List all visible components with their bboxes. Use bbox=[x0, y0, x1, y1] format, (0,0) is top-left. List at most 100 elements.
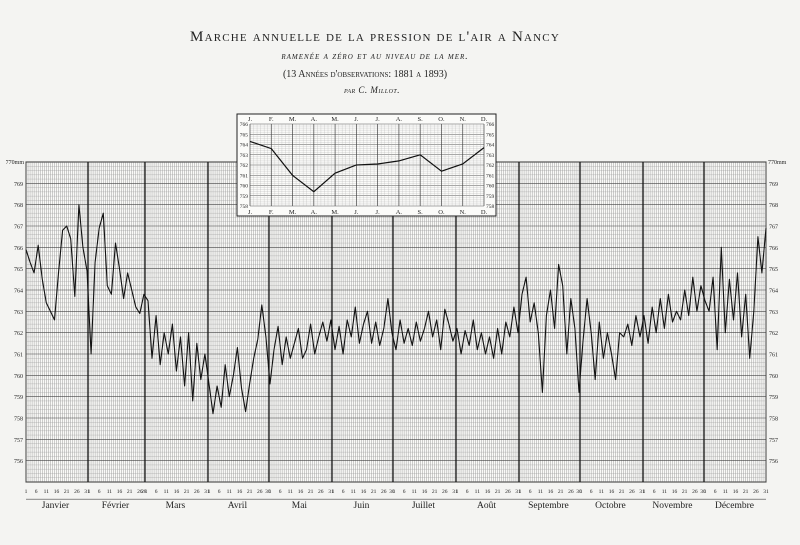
inset-month-label-top: O. bbox=[438, 116, 445, 123]
x-month-label: Mai bbox=[292, 501, 308, 511]
inset-month-label-bottom: J. bbox=[248, 209, 253, 216]
x-day-tick-label: 21 bbox=[308, 489, 314, 495]
inset-y-tick-right: 758 bbox=[486, 204, 495, 210]
inset-month-label-bottom: M. bbox=[331, 209, 339, 216]
x-day-tick-label: 1 bbox=[456, 489, 459, 495]
y-tick-label-left: 765 bbox=[14, 267, 23, 273]
inset-month-label-bottom: J. bbox=[354, 209, 359, 216]
inset-month-label-top: J. bbox=[248, 116, 253, 123]
y-tick-label-left: 769 bbox=[14, 182, 23, 188]
x-day-tick-label: 21 bbox=[558, 489, 564, 495]
x-day-tick-label: 11 bbox=[227, 489, 233, 495]
x-day-tick-label: 30 bbox=[700, 489, 706, 495]
inset-month-label-bottom: O. bbox=[438, 209, 445, 216]
x-day-tick-label: 21 bbox=[247, 489, 253, 495]
x-day-tick-label: 16 bbox=[174, 489, 180, 495]
inset-y-tick-right: 760 bbox=[486, 184, 495, 190]
x-day-tick-label: 30 bbox=[265, 489, 271, 495]
x-day-tick-label: 11 bbox=[44, 489, 50, 495]
x-day-tick-label: 26 bbox=[381, 489, 387, 495]
y-tick-label-left: 767 bbox=[14, 225, 23, 231]
x-day-tick-label: 26 bbox=[692, 489, 698, 495]
inset-month-label-top: D. bbox=[481, 116, 488, 123]
inset-month-label-bottom: A. bbox=[311, 209, 318, 216]
inset-month-label-bottom: S. bbox=[418, 209, 424, 216]
x-day-tick-label: 11 bbox=[599, 489, 605, 495]
x-day-tick-label: 21 bbox=[64, 489, 70, 495]
x-month-label: Mars bbox=[166, 501, 186, 511]
x-day-tick-label: 16 bbox=[361, 489, 367, 495]
inset-y-tick-left: 764 bbox=[240, 143, 249, 149]
x-day-tick-label: 16 bbox=[609, 489, 615, 495]
inset-y-tick-right: 762 bbox=[486, 163, 495, 169]
x-day-tick-label: 1 bbox=[88, 489, 91, 495]
x-day-tick-label: 26 bbox=[442, 489, 448, 495]
y-tick-label-right: 765 bbox=[769, 267, 778, 273]
figure-title: Marche annuelle de la pression de l'air … bbox=[190, 29, 560, 45]
inset-y-tick-left: 766 bbox=[240, 122, 249, 128]
inset-month-label-top: A. bbox=[396, 116, 403, 123]
inset-month-label-top: N. bbox=[460, 116, 467, 123]
y-tick-label-left: 756 bbox=[14, 459, 23, 465]
x-day-tick-label: 6 bbox=[403, 489, 406, 495]
x-day-tick-label: 16 bbox=[548, 489, 554, 495]
inset-chart: J. J. F. F. M. M. A. A. M. M. J. J. J. J. A. A. S. S. O. O.… bbox=[236, 113, 497, 217]
inset-y-tick-right: 759 bbox=[486, 194, 495, 200]
x-day-tick-label: 6 bbox=[98, 489, 101, 495]
x-day-tick-label: 26 bbox=[505, 489, 511, 495]
x-day-tick-label: 21 bbox=[619, 489, 625, 495]
x-day-tick-label: 1 bbox=[643, 489, 646, 495]
x-day-tick-label: 11 bbox=[412, 489, 418, 495]
x-day-tick-label: 6 bbox=[35, 489, 38, 495]
x-month-label: Janvier bbox=[42, 501, 70, 511]
y-tick-label-left: 759 bbox=[14, 395, 23, 401]
x-day-tick-label: 31 bbox=[328, 489, 334, 495]
inset-month-label-bottom: M. bbox=[289, 209, 297, 216]
x-day-tick-label: 16 bbox=[117, 489, 123, 495]
x-day-tick-label: 1 bbox=[704, 489, 707, 495]
y-tick-label-right: 767 bbox=[769, 225, 778, 231]
inset-y-tick-right: 765 bbox=[486, 132, 495, 138]
y-tick-label-right: 766 bbox=[769, 246, 778, 252]
inset-month-label-bottom: A. bbox=[396, 209, 403, 216]
inset-month-label-bottom: D. bbox=[481, 209, 488, 216]
inset-y-tick-left: 763 bbox=[240, 153, 249, 159]
main-chart-axes: 756 756 757 757 758 758 759 759 760 760 761 761 762 7… bbox=[6, 160, 787, 511]
figure-author: par C. Millot. bbox=[343, 85, 400, 95]
y-tick-label-right: 761 bbox=[769, 353, 778, 359]
x-day-tick-label: 16 bbox=[298, 489, 304, 495]
x-month-label: Septembre bbox=[528, 501, 569, 511]
y-unit-label-right: 770mm bbox=[768, 160, 787, 166]
y-tick-label-left: 760 bbox=[14, 374, 23, 380]
x-day-tick-label: 26 bbox=[74, 489, 80, 495]
x-day-tick-label: 31 bbox=[515, 489, 521, 495]
y-tick-label-left: 758 bbox=[14, 417, 23, 423]
x-day-tick-label: 21 bbox=[743, 489, 749, 495]
x-day-tick-label: 16 bbox=[422, 489, 428, 495]
x-month-label: Juillet bbox=[412, 501, 436, 511]
x-day-tick-label: 1 bbox=[393, 489, 396, 495]
inset-month-label-top: J. bbox=[354, 116, 359, 123]
figure-subtitle: ramenée a zéro et au niveau de la mer. bbox=[280, 52, 468, 62]
daily-pressure-line bbox=[25, 204, 767, 415]
x-day-tick-label: 6 bbox=[590, 489, 593, 495]
x-day-tick-label: 6 bbox=[155, 489, 158, 495]
main-chart-series bbox=[25, 204, 767, 415]
x-day-tick-label: 1 bbox=[269, 489, 272, 495]
y-tick-label-right: 762 bbox=[769, 331, 778, 337]
x-day-tick-label: 16 bbox=[672, 489, 678, 495]
x-day-tick-label: 16 bbox=[485, 489, 491, 495]
x-day-tick-label: 21 bbox=[371, 489, 377, 495]
x-month-label: Avril bbox=[228, 501, 248, 511]
x-day-tick-label: 6 bbox=[279, 489, 282, 495]
inset-y-tick-right: 761 bbox=[486, 173, 495, 179]
x-month-label: Novembre bbox=[652, 501, 692, 511]
y-tick-label-right: 760 bbox=[769, 374, 778, 380]
x-month-label: Décembre bbox=[715, 501, 754, 511]
x-day-tick-label: 30 bbox=[389, 489, 395, 495]
y-tick-label-left: 757 bbox=[14, 438, 23, 444]
inset-y-tick-left: 759 bbox=[240, 194, 249, 200]
x-day-tick-label: 21 bbox=[432, 489, 438, 495]
x-day-tick-label: 26 bbox=[194, 489, 200, 495]
